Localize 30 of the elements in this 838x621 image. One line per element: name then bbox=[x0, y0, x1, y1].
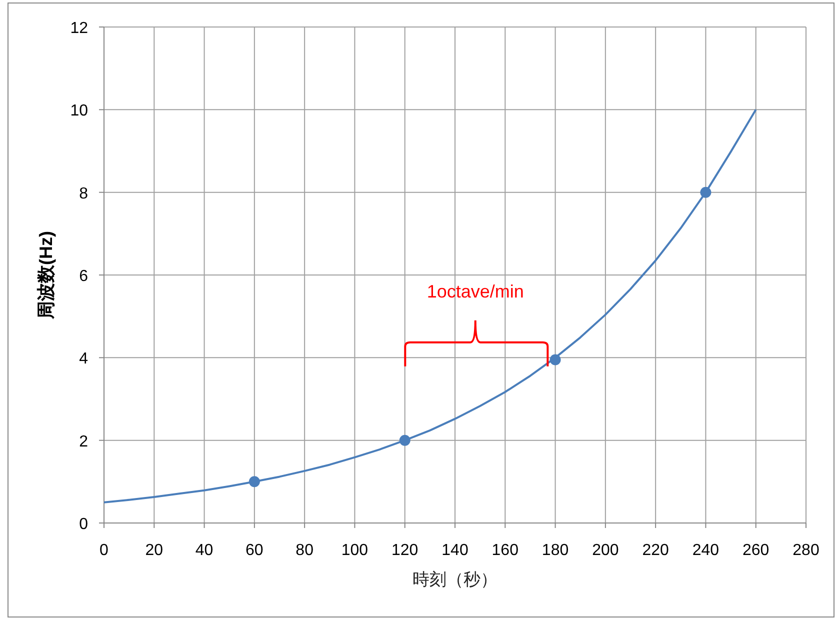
y-tick-label: 0 bbox=[79, 516, 88, 533]
y-tick-label: 2 bbox=[79, 433, 88, 450]
x-tick-label: 280 bbox=[792, 542, 820, 559]
x-tick-label: 260 bbox=[742, 542, 770, 559]
x-tick-label: 240 bbox=[692, 542, 720, 559]
x-tick-label: 60 bbox=[246, 542, 264, 559]
x-tick-label: 20 bbox=[145, 542, 164, 559]
x-tick-label: 80 bbox=[296, 542, 314, 559]
y-tick-label: 4 bbox=[79, 350, 88, 368]
point bbox=[248, 476, 260, 488]
point bbox=[700, 186, 712, 198]
y-tick-label: 12 bbox=[70, 20, 88, 37]
x-axis-title: 時刻（秒） bbox=[412, 570, 498, 589]
y-tick-label: 8 bbox=[79, 185, 88, 202]
y-tick-label: 10 bbox=[70, 102, 88, 120]
x-tick-label: 120 bbox=[392, 542, 418, 559]
x-tick-label: 40 bbox=[195, 542, 214, 559]
x-tick-label: 100 bbox=[341, 542, 368, 559]
x-tick-label: 220 bbox=[642, 542, 670, 559]
y-tick-label: 6 bbox=[79, 268, 88, 285]
point bbox=[399, 434, 410, 446]
y-axis-title: 周波数(Hz) bbox=[36, 231, 56, 320]
x-tick-label: 200 bbox=[592, 542, 619, 559]
x-tick-label: 0 bbox=[100, 542, 109, 559]
x-tick-label: 160 bbox=[492, 542, 519, 559]
annotation: 1octave/min bbox=[426, 281, 524, 302]
point bbox=[550, 354, 561, 366]
x-tick-label: 140 bbox=[442, 542, 468, 559]
x-tick-label: 180 bbox=[542, 542, 569, 559]
line-series bbox=[103, 108, 757, 504]
